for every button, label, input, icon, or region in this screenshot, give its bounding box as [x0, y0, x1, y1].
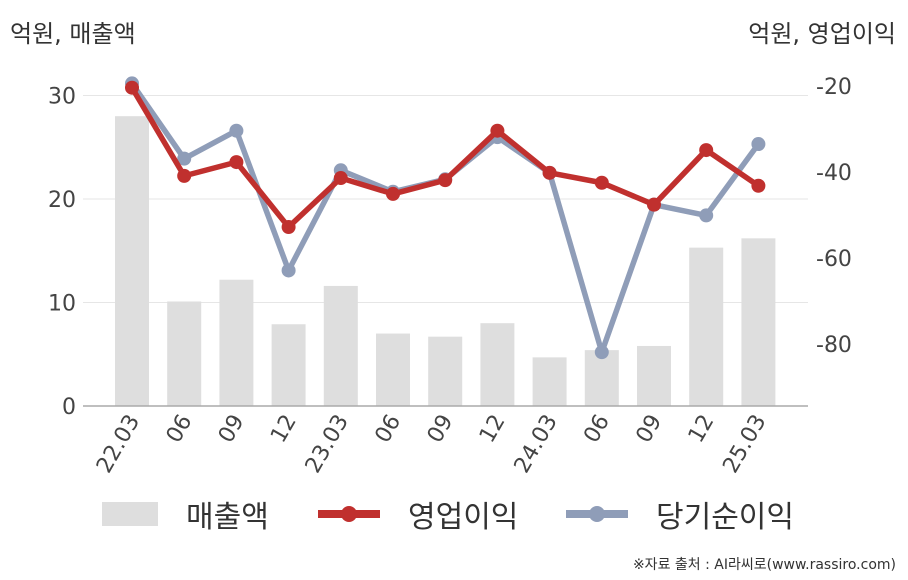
left-axis-tick-label: 30	[48, 85, 76, 110]
bar-revenue	[115, 116, 149, 406]
point-operating-income	[438, 173, 453, 188]
point-operating-income	[490, 123, 505, 138]
point-operating-income	[386, 186, 400, 201]
legend-item-operating-income: 영업이익	[318, 492, 518, 536]
point-operating-income	[333, 171, 348, 186]
legend-item-net-income: 당기순이익	[566, 492, 794, 536]
point-operating-income	[281, 220, 296, 235]
right-axis-unit-label: 억원, 영업이익	[748, 20, 896, 48]
x-axis-tick-label: 12	[475, 411, 511, 448]
x-axis-tick-label: 22.03	[92, 411, 145, 478]
bar-revenue	[480, 323, 515, 406]
legend-swatch-operating-income	[318, 502, 380, 526]
legend-label-net-income: 당기순이익	[656, 500, 794, 535]
point-operating-income	[125, 80, 139, 95]
bar-revenue	[376, 333, 410, 406]
x-axis-tick-label: 12	[684, 411, 720, 448]
legend-label-revenue: 매출액	[186, 500, 269, 535]
right-axis-tick-label: -80	[816, 333, 852, 358]
bar-revenue	[167, 301, 202, 406]
point-operating-income	[699, 143, 714, 158]
x-axis-tick-label: 09	[632, 411, 668, 448]
bar-revenue	[323, 285, 358, 406]
point-net-income	[751, 137, 766, 152]
right-axis-tick-label: -60	[816, 247, 852, 272]
x-axis-tick-label: 24.03	[510, 411, 563, 478]
bar-revenue	[219, 279, 254, 406]
bar-revenue	[271, 324, 306, 406]
source-note: ※자료 출처 : AI라씨로(www.rassiro.com)	[632, 557, 896, 573]
bar-revenue	[428, 336, 463, 406]
point-operating-income	[647, 197, 661, 212]
point-net-income	[281, 263, 296, 278]
point-net-income	[699, 208, 714, 223]
point-operating-income	[177, 168, 192, 183]
x-axis-tick-label: 09	[214, 411, 250, 448]
bar-revenue	[741, 238, 776, 406]
point-operating-income	[751, 178, 766, 193]
right-axis-tick-label: -40	[816, 161, 852, 186]
x-axis-tick-label: 06	[162, 411, 198, 448]
x-axis-tick-label: 12	[266, 411, 302, 448]
x-axis-tick-label: 25.03	[718, 411, 771, 478]
bar-revenue	[689, 247, 724, 406]
bar-revenue	[532, 357, 567, 406]
right-axis-tick-label: -20	[816, 75, 852, 100]
legend-item-revenue: 매출액	[102, 492, 269, 536]
left-axis-tick-label: 20	[48, 188, 76, 213]
x-axis-tick-label: 06	[371, 411, 407, 448]
point-operating-income	[542, 165, 557, 180]
x-axis-tick-label: 23.03	[301, 411, 354, 478]
left-axis-tick-label: 0	[62, 395, 76, 420]
point-net-income	[594, 345, 609, 360]
left-axis-unit-label: 억원, 매출액	[10, 20, 136, 48]
bar-revenue	[637, 345, 671, 406]
point-net-income	[177, 151, 192, 166]
point-net-income	[229, 123, 244, 138]
x-axis-tick-label: 09	[423, 411, 459, 448]
legend-label-operating-income: 영업이익	[408, 500, 519, 535]
legend: 매출액 영업이익 당기순이익	[0, 492, 908, 536]
legend-swatch-net-income	[566, 502, 628, 526]
legend-swatch-revenue	[102, 502, 158, 526]
left-axis-tick-label: 10	[48, 292, 76, 317]
point-operating-income	[229, 155, 244, 170]
point-operating-income	[594, 175, 609, 190]
bar-revenue	[584, 350, 619, 406]
x-axis-tick-label: 06	[579, 411, 615, 448]
